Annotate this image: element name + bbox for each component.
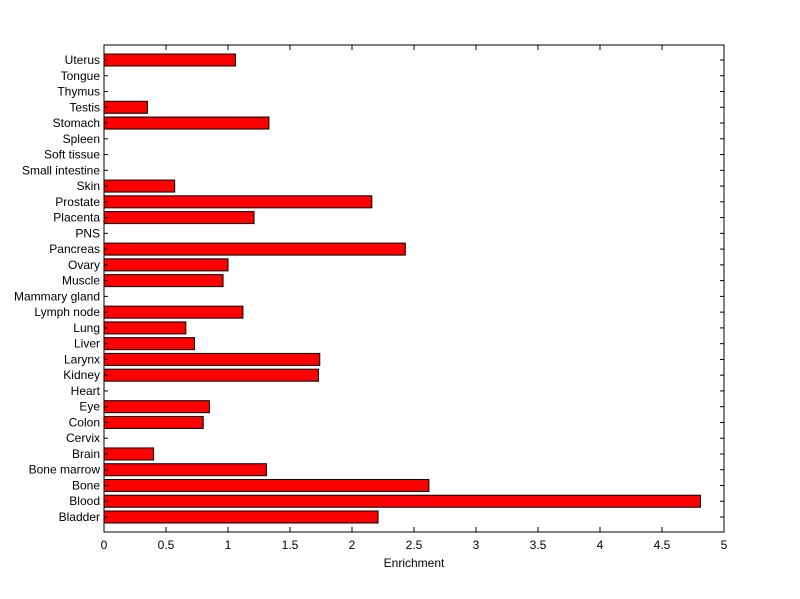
- y-tick-label: Ovary: [68, 258, 100, 272]
- bar-bladder: [103, 510, 379, 524]
- y-tick-label: Eye: [79, 400, 100, 414]
- y-tick-label: Prostate: [55, 195, 100, 209]
- x-axis-label: Enrichment: [384, 556, 445, 570]
- bar-prostate: [103, 195, 373, 209]
- y-tick-label: Thymus: [57, 85, 100, 99]
- y-tick-label: Cervix: [66, 431, 100, 445]
- bar-muscle: [103, 274, 224, 288]
- bar-uterus: [103, 53, 236, 67]
- x-tick-label: 5: [721, 538, 728, 552]
- y-tick-label: Bladder: [59, 510, 100, 524]
- bar-lymph-node: [103, 305, 244, 319]
- x-tick-label: 1.5: [282, 538, 299, 552]
- bar-ovary: [103, 258, 229, 272]
- y-tick-label: Heart: [71, 384, 101, 398]
- x-tick-label: 1: [225, 538, 232, 552]
- x-tick-label: 4.5: [654, 538, 671, 552]
- bar-larynx: [103, 352, 321, 366]
- bar-kidney: [103, 368, 320, 382]
- x-axis-ticks: 0 0.5 1 1.5 2 2.5 3 3.5 4 4.5 5: [101, 45, 728, 552]
- y-tick-label: Bone: [72, 478, 100, 492]
- x-tick-label: 2.5: [406, 538, 423, 552]
- x-tick-label: 0.5: [158, 538, 175, 552]
- y-tick-label: Tongue: [61, 69, 101, 83]
- y-tick-label: Stomach: [53, 116, 100, 130]
- x-tick-label: 4: [597, 538, 604, 552]
- bar-liver: [103, 337, 196, 351]
- y-tick-label: Testis: [69, 100, 100, 114]
- y-tick-label: Liver: [74, 337, 100, 351]
- bar-placenta: [103, 211, 255, 225]
- x-tick-label: 2: [349, 538, 356, 552]
- bar-colon: [103, 415, 204, 429]
- y-tick-label: PNS: [75, 226, 100, 240]
- bar-testis: [103, 100, 148, 114]
- bar-bone: [103, 478, 430, 492]
- y-tick-label: Placenta: [53, 211, 100, 225]
- bar-stomach: [103, 116, 270, 130]
- y-tick-label: Pancreas: [49, 242, 100, 256]
- x-tick-label: 0: [101, 538, 108, 552]
- y-tick-label: Uterus: [65, 53, 100, 67]
- bar-skin: [103, 179, 176, 193]
- y-tick-label: Muscle: [62, 274, 100, 288]
- y-tick-label: Spleen: [63, 132, 100, 146]
- bar-bone-marrow: [103, 463, 267, 477]
- bar-brain: [103, 447, 155, 461]
- y-tick-label: Colon: [69, 415, 100, 429]
- bar-lung: [103, 321, 187, 335]
- y-tick-label: Small intestine: [22, 163, 100, 177]
- x-tick-label: 3.5: [530, 538, 547, 552]
- y-tick-label: Mammary gland: [14, 289, 100, 303]
- y-tick-label: Lung: [73, 321, 100, 335]
- bar-blood: [103, 494, 701, 508]
- y-tick-label: Skin: [77, 179, 100, 193]
- y-tick-label: Blood: [69, 494, 100, 508]
- bars-group: [103, 53, 701, 524]
- y-tick-label: Lymph node: [34, 305, 100, 319]
- y-tick-label: Soft tissue: [44, 148, 100, 162]
- y-tick-label: Larynx: [64, 352, 100, 366]
- bar-pancreas: [103, 242, 406, 256]
- y-tick-label: Bone marrow: [29, 463, 101, 477]
- bar-eye: [103, 400, 210, 414]
- y-tick-label: Kidney: [63, 368, 100, 382]
- y-tick-label: Brain: [72, 447, 100, 461]
- x-tick-label: 3: [473, 538, 480, 552]
